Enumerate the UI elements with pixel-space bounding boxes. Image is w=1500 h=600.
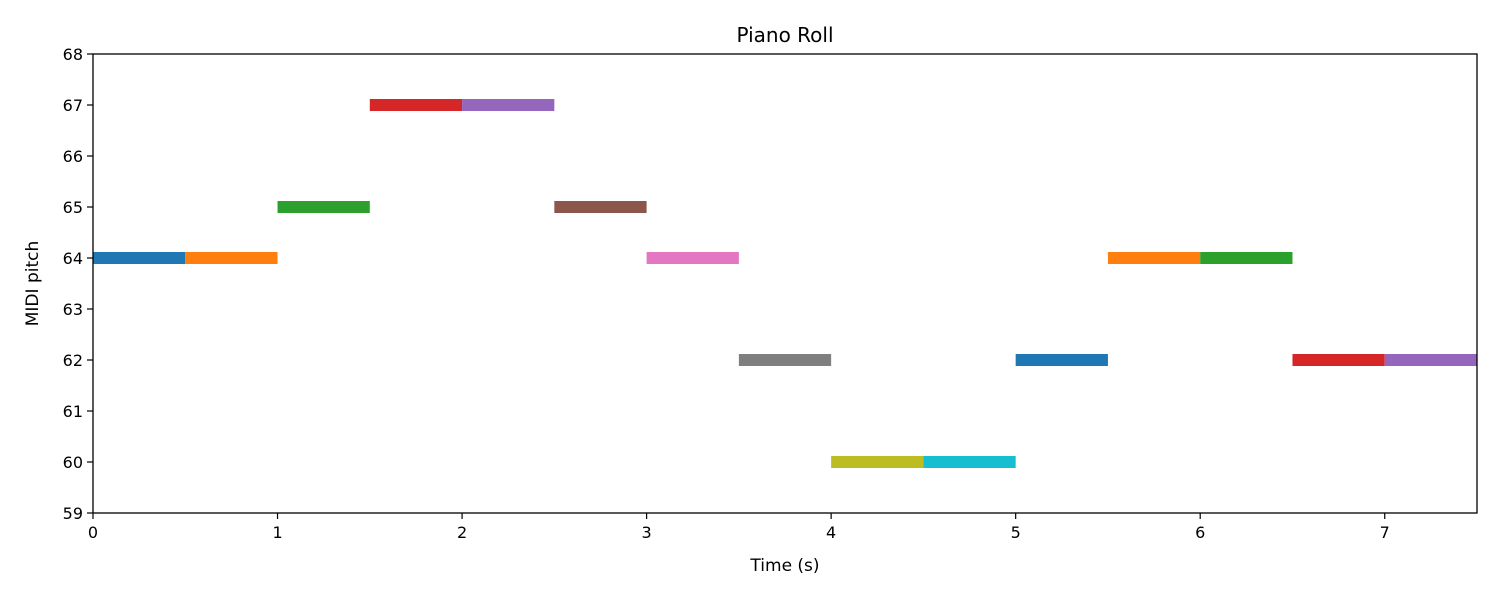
note-bar [1015,354,1108,366]
x-axis-label: Time (s) [749,556,819,576]
y-tick-label: 66 [63,147,83,166]
x-tick-label: 1 [272,523,282,542]
note-bar [185,252,278,264]
x-axis-ticks: 0 1 2 3 4 5 6 7 [88,513,1390,542]
note-bar [462,99,555,111]
note-bar [831,456,924,468]
y-tick-label: 60 [63,453,83,472]
y-axis-ticks: 59 60 61 62 63 64 65 66 67 68 [63,45,93,523]
note-bar [369,99,463,111]
x-tick-label: 3 [642,523,652,542]
x-tick-label: 5 [1011,523,1021,542]
y-tick-label: 63 [63,300,83,319]
note-bar [738,354,832,366]
note-bar [1200,252,1293,264]
chart-title: Piano Roll [736,23,833,47]
x-tick-label: 4 [826,523,836,542]
y-tick-label: 59 [63,504,83,523]
note-bar [277,201,370,213]
note-bar [646,252,739,264]
x-tick-label: 0 [88,523,98,542]
note-bar [93,252,186,264]
note-bar [923,456,1016,468]
plot-frame [92,53,1478,514]
y-tick-label: 68 [63,45,83,64]
y-tick-label: 62 [63,351,83,370]
x-tick-label: 7 [1380,523,1390,542]
note-bar [1107,252,1201,264]
x-tick-label: 2 [457,523,467,542]
notes-layer [93,99,1477,468]
y-tick-label: 64 [63,249,83,268]
note-bar [1292,354,1385,366]
y-axis-label: MIDI pitch [23,241,43,327]
y-tick-label: 67 [63,96,83,115]
x-tick-label: 6 [1195,523,1205,542]
note-bar [554,201,647,213]
y-tick-label: 65 [63,198,83,217]
note-bar [1384,354,1477,366]
y-tick-label: 61 [63,402,83,421]
